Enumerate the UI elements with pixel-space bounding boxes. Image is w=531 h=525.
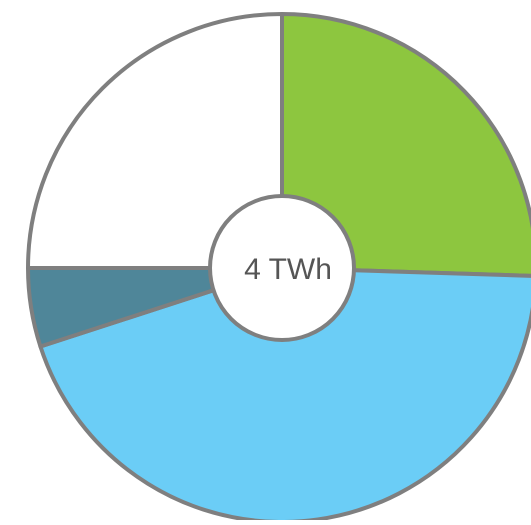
- center-label: 4 TWh: [244, 253, 332, 286]
- pie-slice-2: [38, 266, 531, 524]
- pie-slice-4: [26, 12, 284, 270]
- center-hole: [208, 194, 356, 342]
- pie-slice-1: [280, 12, 531, 278]
